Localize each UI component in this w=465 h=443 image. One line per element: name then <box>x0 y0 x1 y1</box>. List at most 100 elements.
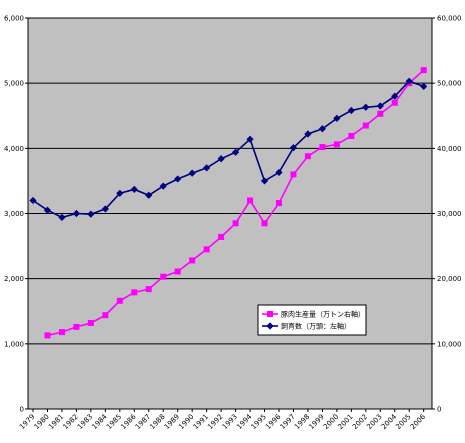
x-tick-label: 1984 <box>91 412 110 431</box>
x-tick-label: 1999 <box>308 413 326 431</box>
x-tick-label: 1997 <box>279 413 297 431</box>
series-1-point <box>44 332 51 339</box>
series-2-point <box>260 177 269 185</box>
x-tick-label: 1986 <box>119 412 138 431</box>
series-1-point <box>174 268 181 275</box>
series-2-point <box>246 135 254 143</box>
series-2-line <box>32 80 424 219</box>
left-tick-label: 6,000 <box>4 15 24 23</box>
left-tick-label: 4,000 <box>4 145 24 153</box>
series-2-point <box>304 130 312 138</box>
x-tick-label: 1980 <box>33 413 51 431</box>
left-tick-label: 3,000 <box>4 210 24 218</box>
series-1-point <box>391 99 398 106</box>
series-2-point <box>101 205 109 213</box>
x-axis-ticks: 1979198019811982198319841985198619871988… <box>18 409 427 431</box>
series-1-point <box>102 312 109 319</box>
x-tick-label: 1983 <box>76 413 94 431</box>
series-2-point <box>159 182 167 190</box>
right-axis-ticks: 0 10,000 20,000 30,000 40,000 50,000 60,000 <box>432 15 462 414</box>
series-1-point <box>362 122 369 129</box>
legend-label: 豚肉生産量（万トン右軸） <box>281 310 365 319</box>
left-tick-label: 1,000 <box>4 340 24 348</box>
series-2-point <box>405 77 413 85</box>
series-1-point <box>189 257 196 264</box>
series-2-point <box>275 168 283 177</box>
x-tick-label: 1995 <box>250 413 268 431</box>
x-tick-label: 1998 <box>293 413 311 431</box>
series-1-point <box>131 289 138 296</box>
x-tick-label: 1992 <box>206 413 224 431</box>
x-tick-label: 2000 <box>322 413 340 431</box>
x-tick-label: 1994 <box>235 412 254 431</box>
series-1-point <box>58 329 65 336</box>
right-tick-label: 40,000 <box>437 145 462 153</box>
x-tick-label: 2005 <box>394 413 412 431</box>
series-1-point <box>218 233 225 240</box>
series-1 <box>44 67 427 339</box>
x-tick-label: 1979 <box>18 413 36 431</box>
right-tick-label: 0 <box>437 406 441 414</box>
series-1-point <box>232 220 239 227</box>
series-2-point <box>231 148 240 156</box>
series-2-point <box>376 102 384 110</box>
series-1-point <box>275 200 282 207</box>
series-1-point <box>87 319 94 326</box>
series-2 <box>29 77 428 222</box>
x-tick-label: 2001 <box>336 413 354 431</box>
right-tick-label: 20,000 <box>437 275 462 283</box>
x-tick-label: 1996 <box>264 412 283 431</box>
series-2-point <box>289 144 298 152</box>
series-1-point <box>261 220 268 227</box>
series-1-point <box>203 246 210 253</box>
legend-label: 飼育数（万頭：左軸） <box>281 322 351 331</box>
x-tick-label: 1982 <box>62 413 80 431</box>
series-2-point <box>188 169 196 177</box>
legend: 豚肉生産量（万トン右軸） 飼育数（万頭：左軸） <box>257 304 367 336</box>
series-1-point <box>348 132 355 139</box>
right-tick-label: 60,000 <box>437 15 462 23</box>
legend-marker <box>267 311 273 317</box>
x-tick-label: 1985 <box>105 413 123 431</box>
series-1-point <box>160 273 167 280</box>
series-1-point <box>247 197 254 204</box>
left-tick-label: 5,000 <box>4 80 24 88</box>
series-1-point <box>319 144 326 151</box>
series-2-point <box>43 206 52 214</box>
right-tick-label: 50,000 <box>437 80 462 88</box>
x-tick-label: 1990 <box>177 413 195 431</box>
series-2-point <box>420 82 428 91</box>
series-2-point <box>362 103 370 111</box>
series-2-point <box>87 210 95 218</box>
series-2-point <box>347 106 355 115</box>
series-1-point <box>73 323 80 330</box>
series-1-point <box>290 171 297 178</box>
right-tick-label: 30,000 <box>437 210 462 218</box>
series-1-point <box>116 297 123 304</box>
series-1-point <box>420 67 427 74</box>
legend-box <box>257 304 367 336</box>
x-tick-label: 2002 <box>351 413 369 431</box>
series-2-point <box>29 196 37 205</box>
x-tick-label: 1989 <box>163 413 181 431</box>
series-2-point <box>217 155 225 163</box>
series-2-point <box>145 191 153 199</box>
x-tick-label: 1993 <box>221 413 239 431</box>
series-2-point <box>174 175 182 183</box>
x-tick-label: 2003 <box>365 413 383 431</box>
x-tick-label: 1981 <box>47 413 65 431</box>
x-tick-label: 1991 <box>192 413 210 431</box>
series-1-point <box>304 153 311 160</box>
series-1-point <box>333 141 340 148</box>
series-1-point <box>377 110 384 117</box>
x-tick-label: 1988 <box>148 413 166 431</box>
x-tick-label: 1987 <box>134 413 152 431</box>
left-axis-ticks: 0 1,000 2,000 3,000 4,000 5,000 6,000 <box>4 15 28 414</box>
series-2-point <box>203 164 211 172</box>
series-layer <box>29 67 428 339</box>
series-2-point <box>72 209 81 218</box>
right-tick-label: 10,000 <box>437 340 462 348</box>
series-1-point <box>145 286 152 293</box>
legend-marker <box>266 322 274 330</box>
